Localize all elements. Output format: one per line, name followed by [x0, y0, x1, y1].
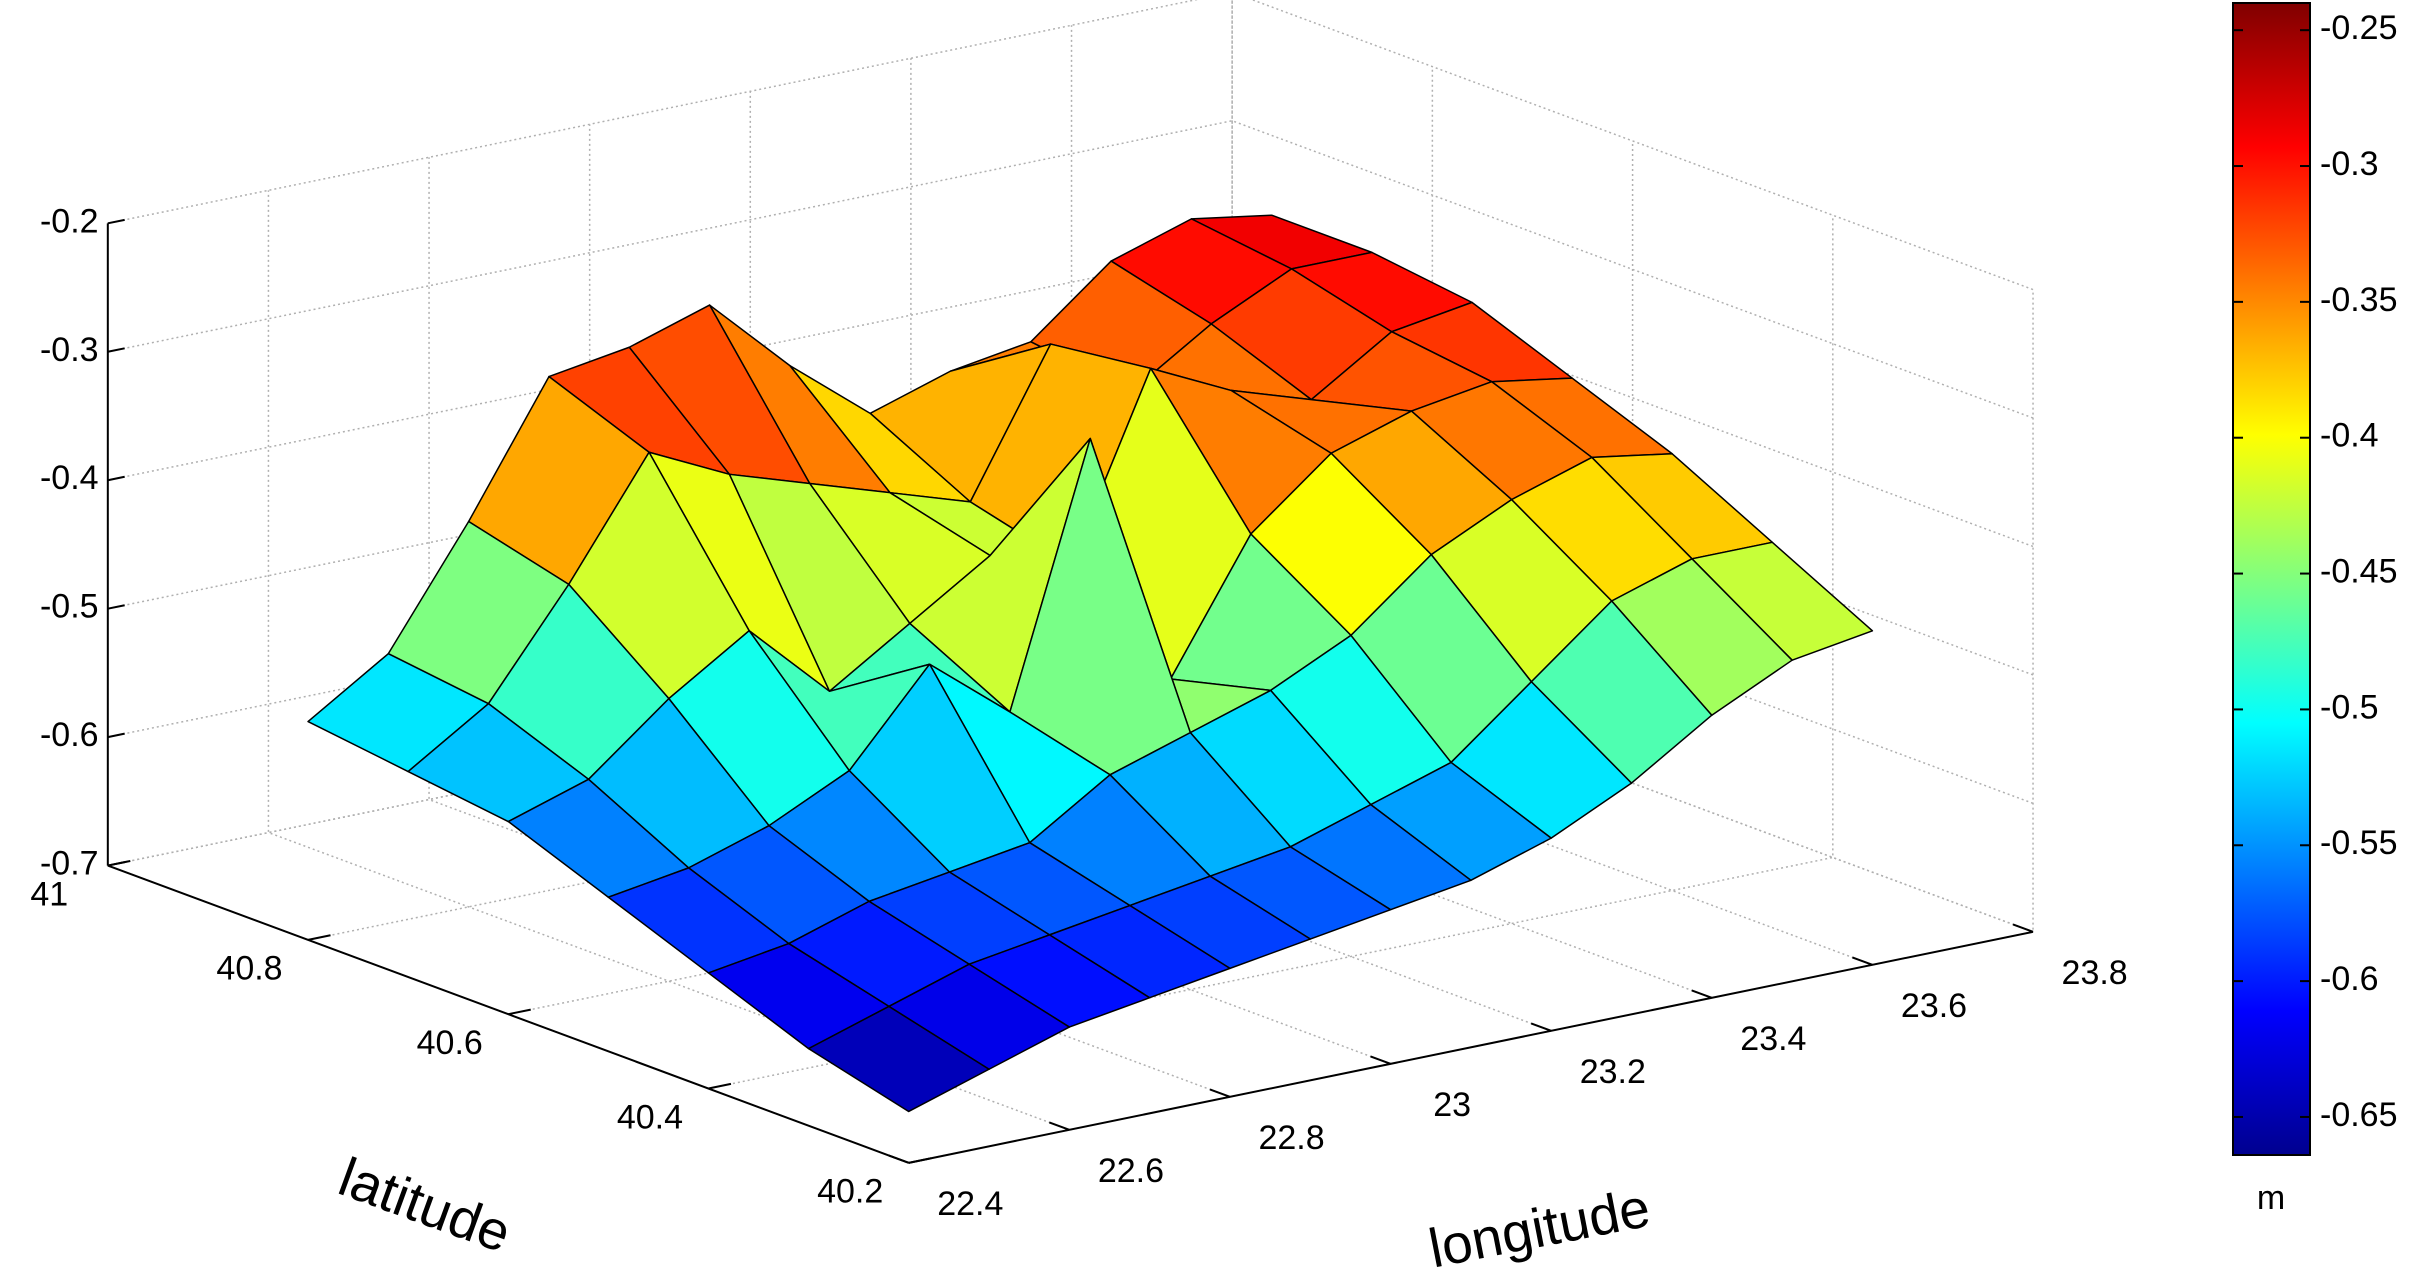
colorbar-tick-label: -0.25 [2320, 9, 2398, 47]
grid [107, 0, 2034, 1164]
y-tick-label: 40.8 [216, 950, 282, 988]
z-tick-label: -0.7 [40, 845, 99, 883]
x-axis-label: longitude [1424, 1176, 1655, 1279]
x-tick-label: 22.6 [1098, 1152, 1164, 1190]
z-tick-label: -0.4 [40, 459, 99, 497]
colorbar-tick-label: -0.45 [2320, 553, 2398, 591]
x-tick [1048, 1121, 1070, 1131]
y-tick-label: 40.4 [617, 1098, 683, 1136]
grid-line [307, 66, 1434, 941]
colorbar-tick-label: -0.65 [2320, 1096, 2398, 1134]
z-tick-label: -0.6 [40, 716, 99, 754]
x-axis [908, 930, 2034, 1164]
y-tick-label: 40.2 [817, 1173, 883, 1211]
surface [307, 214, 1874, 1113]
z-tick [107, 732, 125, 739]
x-tick-label: 23.2 [1580, 1053, 1646, 1091]
z-tick [107, 861, 125, 867]
grid-line [508, 140, 1634, 1015]
colorbar-tick-label: -0.35 [2320, 281, 2398, 319]
grid-line [908, 289, 2034, 1164]
z-tick [107, 347, 125, 353]
z-tick [107, 604, 125, 610]
x-tick [1370, 1055, 1391, 1065]
grid-line [107, 0, 2034, 291]
colorbar [2232, 2, 2311, 1156]
y-tick [708, 1082, 732, 1090]
x-tick-label: 22.8 [1258, 1119, 1324, 1157]
colorbar-tick-label: -0.4 [2320, 417, 2379, 455]
z-tick-label: -0.3 [40, 331, 99, 369]
y-axis [107, 864, 910, 1164]
colorbar-label: m [2257, 1179, 2285, 1217]
grid-line [708, 215, 1834, 1090]
surface-face [807, 1005, 990, 1113]
z-tick-label: -0.5 [40, 588, 99, 626]
x-tick [1852, 956, 1873, 966]
x-tick-label: 22.4 [937, 1185, 1003, 1223]
colorbar-tick-label: -0.3 [2320, 145, 2379, 183]
x-tick [1530, 1022, 1552, 1032]
z-tick-label: -0.2 [40, 202, 99, 240]
axes: 22.4 22.6 22.8 23 23.2 23.4 23.6 23.8 40.2 40.4 40… [30, 202, 2127, 1279]
y-axis-label: latitude [331, 1145, 519, 1264]
colorbar-tick-label: -0.5 [2320, 688, 2379, 726]
y-tick-label: 41 [30, 875, 68, 913]
grid-line [107, 0, 1233, 867]
x-tick-label: 23.6 [1901, 987, 1967, 1025]
x-tick [2012, 923, 2034, 933]
z-tick [107, 218, 125, 225]
x-tick-label: 23.4 [1740, 1020, 1806, 1058]
x-tick-label: 23.8 [2062, 954, 2128, 992]
x-tick [1691, 989, 1713, 999]
z-tick [107, 475, 125, 482]
y-tick-label: 40.6 [417, 1024, 483, 1062]
y-tick [508, 1008, 531, 1016]
y-tick [307, 934, 331, 941]
x-tick-label: 23 [1433, 1086, 1471, 1124]
x-tick [1209, 1088, 1231, 1098]
colorbar-tick-label: -0.6 [2320, 960, 2379, 998]
colorbar-tick-label: -0.55 [2320, 824, 2398, 862]
